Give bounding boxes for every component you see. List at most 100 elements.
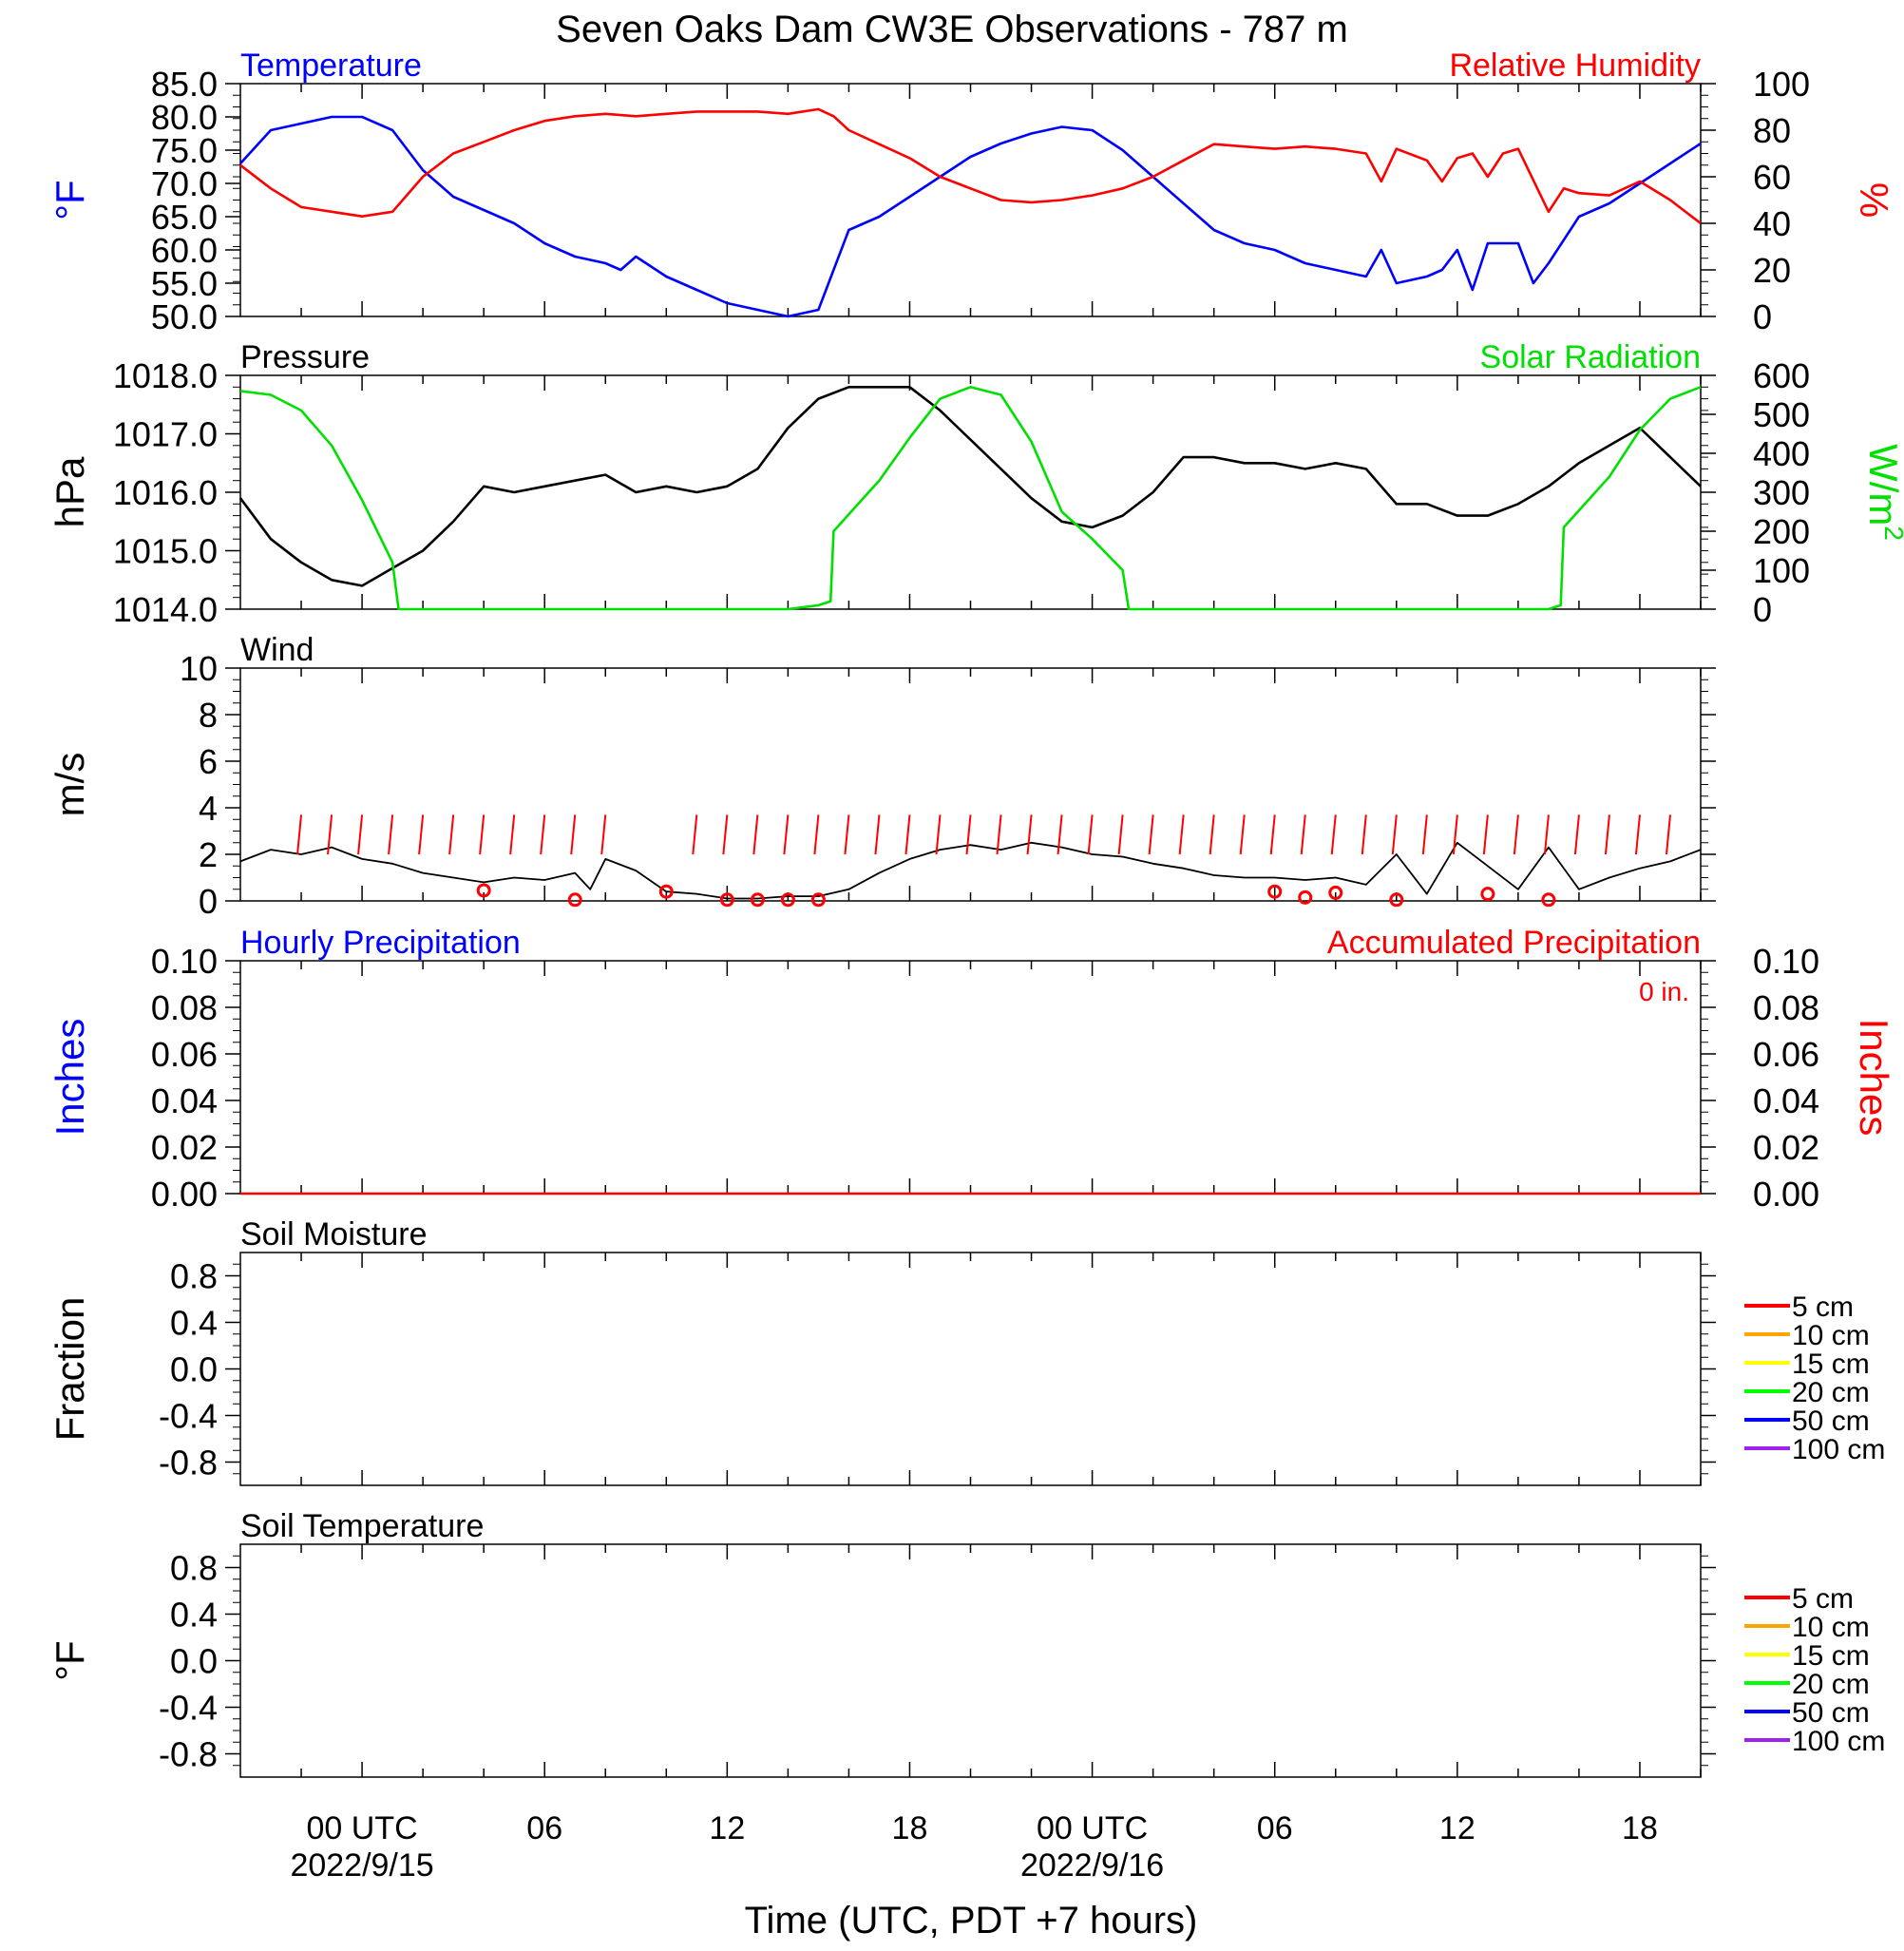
calm-marker [476, 883, 491, 898]
legend-label: 5 cm [1792, 1583, 1854, 1615]
y-tick-label-left: 1016.0 [113, 473, 218, 512]
panel-temperature: 50.055.060.065.070.075.080.085.0 0 20 40 60 8… [48, 48, 1896, 336]
y-tick-label-left: 75.0 [151, 131, 218, 170]
panel-title-left: Soil Moisture [240, 1216, 428, 1253]
y-tick-label-left: 0.02 [151, 1128, 218, 1167]
x-tick-date-label: 2022/9/15 [290, 1847, 433, 1884]
y-tick-label-left: 50.0 [151, 297, 218, 336]
wind-barb [1361, 814, 1367, 855]
y-tick-label-right: 400 [1753, 434, 1810, 473]
y-tick-label-left: -0.4 [159, 1397, 218, 1436]
y-tick-label-left: 2 [199, 835, 218, 874]
plot-frame [239, 960, 1702, 1195]
y-tick-label-left: 0.00 [151, 1175, 218, 1214]
y-axis-label-right-main: W/m [1861, 444, 1904, 526]
y-axis-label-left: Inches [48, 1019, 92, 1137]
y-axis-label-left: hPa [48, 456, 92, 527]
y-tick-label-right: 0.02 [1753, 1128, 1819, 1167]
y-tick-label-left: 0.0 [170, 1350, 218, 1389]
wind-barb [1148, 814, 1154, 855]
accumulation-annotation: 0 in. [1639, 977, 1689, 1006]
series-line-temperature-0 [239, 115, 1702, 318]
y-tick-label-left: 70.0 [151, 164, 218, 203]
y-tick-label-left: 10 [180, 649, 218, 688]
calm-marker [810, 892, 826, 908]
calm-marker [1480, 887, 1495, 902]
y-tick-label-left: 4 [199, 789, 218, 828]
wind-barb [570, 814, 577, 855]
wind-barb [1543, 814, 1550, 855]
y-tick-label-left: 0.8 [170, 1549, 218, 1588]
legend-label: 20 cm [1792, 1377, 1870, 1408]
wind-barb [479, 814, 486, 855]
legend-label: 10 cm [1792, 1320, 1870, 1351]
wind-barb [844, 814, 850, 855]
y-tick-label-right: 40 [1753, 204, 1791, 243]
calm-marker [719, 892, 734, 908]
series-line-wind-0 [239, 841, 1702, 900]
wind-barb [1117, 814, 1124, 855]
y-tick-label-left: 60.0 [151, 231, 218, 270]
y-axis-label-left: m/s [48, 753, 92, 817]
wind-barb [1178, 814, 1185, 855]
wind-barb [1269, 814, 1276, 855]
y-tick-label-left: 0.08 [151, 988, 218, 1027]
y-tick-label-right: 20 [1753, 251, 1791, 290]
legend-label: 5 cm [1792, 1291, 1854, 1323]
y-tick-label-right: 100 [1753, 551, 1810, 590]
wind-barb [296, 814, 303, 855]
series-line-pressure-1 [239, 385, 1702, 611]
y-tick-label-left: 0.8 [170, 1257, 218, 1296]
wind-barb [1482, 814, 1489, 855]
legend-label: 50 cm [1792, 1406, 1870, 1437]
wind-barb [752, 814, 759, 855]
y-tick-label-left: 0.10 [151, 942, 218, 981]
y-tick-label-left: -0.8 [159, 1444, 218, 1482]
y-tick-label-right: 200 [1753, 512, 1810, 551]
y-axis-label-left: °F [48, 180, 92, 220]
calm-marker [567, 892, 582, 908]
series-line-temperature-1 [239, 107, 1702, 225]
x-tick-label: 12 [709, 1810, 745, 1846]
y-tick-label-left: -0.4 [159, 1689, 218, 1728]
panel-title-left: Soil Temperature [240, 1508, 484, 1544]
x-tick-date-label: 2022/9/16 [1020, 1847, 1164, 1884]
plot-frame [239, 667, 1702, 902]
y-tick-label-right: 60 [1753, 158, 1791, 197]
y-tick-label-right: 0 [1753, 590, 1772, 629]
wind-barb [509, 814, 516, 855]
legend-label: 20 cm [1792, 1669, 1870, 1700]
wind-barb [357, 814, 364, 855]
panel-title-right: Accumulated Precipitation [1327, 925, 1701, 961]
wind-barb [1604, 814, 1610, 855]
wind-barb [1300, 814, 1306, 855]
panel-title-right: Relative Humidity [1449, 48, 1701, 84]
wind-barb [1452, 814, 1458, 855]
y-tick-label-right: 600 [1753, 356, 1810, 395]
panel-title-left: Wind [240, 632, 314, 668]
y-tick-label-left: 1014.0 [113, 590, 218, 629]
series-line-pressure-0 [238, 385, 1702, 587]
wind-barb [965, 814, 972, 855]
wind-barb [1513, 814, 1519, 855]
wind-barb [1665, 814, 1671, 855]
wind-barb [600, 814, 607, 855]
wind-barb [448, 814, 455, 855]
panel-soil_moisture: -0.8 -0.4 0.0 0.4 0.8 Soil Moisture Fraction 5 … [48, 1216, 1885, 1486]
wind-barb [1209, 814, 1215, 855]
wind-barb [1634, 814, 1641, 855]
x-tick-label: 18 [892, 1810, 928, 1846]
y-axis-label-right: Inches [1852, 1019, 1896, 1137]
panel-title-left: Pressure [240, 339, 370, 375]
legend-label: 100 cm [1792, 1434, 1885, 1465]
wind-barb [1330, 814, 1337, 855]
wind-barb [327, 814, 333, 855]
y-axis-label-left: Fraction [48, 1297, 92, 1442]
wind-barb [935, 814, 942, 855]
wind-barb [996, 814, 1002, 855]
panel-wind: 0 2 4 6 8 10 Wind m/s [48, 632, 1716, 921]
panel-precipitation: 0.00 0.02 0.04 0.06 0.08 0.10 0.00 0.02 0.04 0.06… [48, 925, 1896, 1214]
wind-barb [904, 814, 911, 855]
wind-barb [388, 814, 394, 855]
